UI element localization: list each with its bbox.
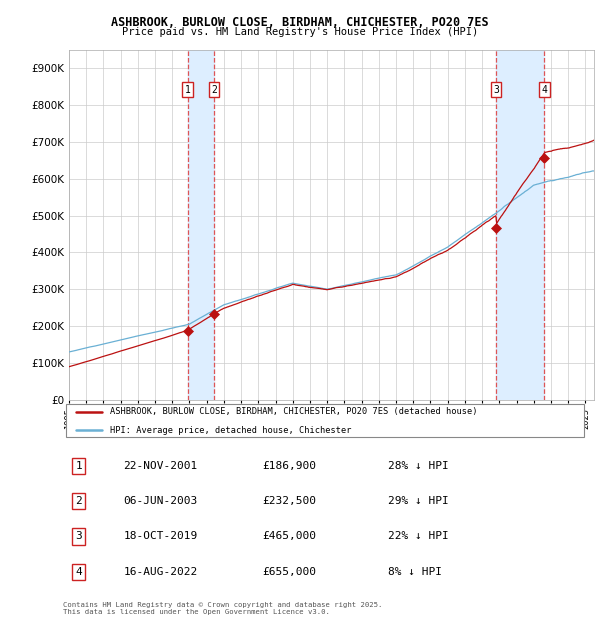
Text: 3: 3 [76,531,82,541]
Text: 16-AUG-2022: 16-AUG-2022 [124,567,197,577]
Text: 4: 4 [76,567,82,577]
Text: 29% ↓ HPI: 29% ↓ HPI [389,496,449,506]
Text: 2: 2 [76,496,82,506]
Bar [188,50,214,400]
Text: Contains HM Land Registry data © Crown copyright and database right 2025.
This d: Contains HM Land Registry data © Crown c… [63,602,382,615]
Text: HPI: Average price, detached house, Chichester: HPI: Average price, detached house, Chic… [110,426,352,435]
Bar [496,50,544,400]
Text: 2: 2 [211,85,217,95]
Text: ASHBROOK, BURLOW CLOSE, BIRDHAM, CHICHESTER, PO20 7ES (detached house): ASHBROOK, BURLOW CLOSE, BIRDHAM, CHICHES… [110,407,478,416]
Text: 8% ↓ HPI: 8% ↓ HPI [389,567,443,577]
Text: 22-NOV-2001: 22-NOV-2001 [124,461,197,471]
Text: 3: 3 [493,85,499,95]
FancyBboxPatch shape [65,404,584,436]
Text: Price paid vs. HM Land Registry's House Price Index (HPI): Price paid vs. HM Land Registry's House … [122,27,478,37]
Text: ASHBROOK, BURLOW CLOSE, BIRDHAM, CHICHESTER, PO20 7ES: ASHBROOK, BURLOW CLOSE, BIRDHAM, CHICHES… [111,16,489,29]
Text: 18-OCT-2019: 18-OCT-2019 [124,531,197,541]
Text: 1: 1 [76,461,82,471]
Text: £465,000: £465,000 [263,531,317,541]
Text: £186,900: £186,900 [263,461,317,471]
Text: 22% ↓ HPI: 22% ↓ HPI [389,531,449,541]
Text: £232,500: £232,500 [263,496,317,506]
Text: 06-JUN-2003: 06-JUN-2003 [124,496,197,506]
Text: 28% ↓ HPI: 28% ↓ HPI [389,461,449,471]
Text: 4: 4 [541,85,547,95]
Text: £655,000: £655,000 [263,567,317,577]
Text: 1: 1 [185,85,191,95]
